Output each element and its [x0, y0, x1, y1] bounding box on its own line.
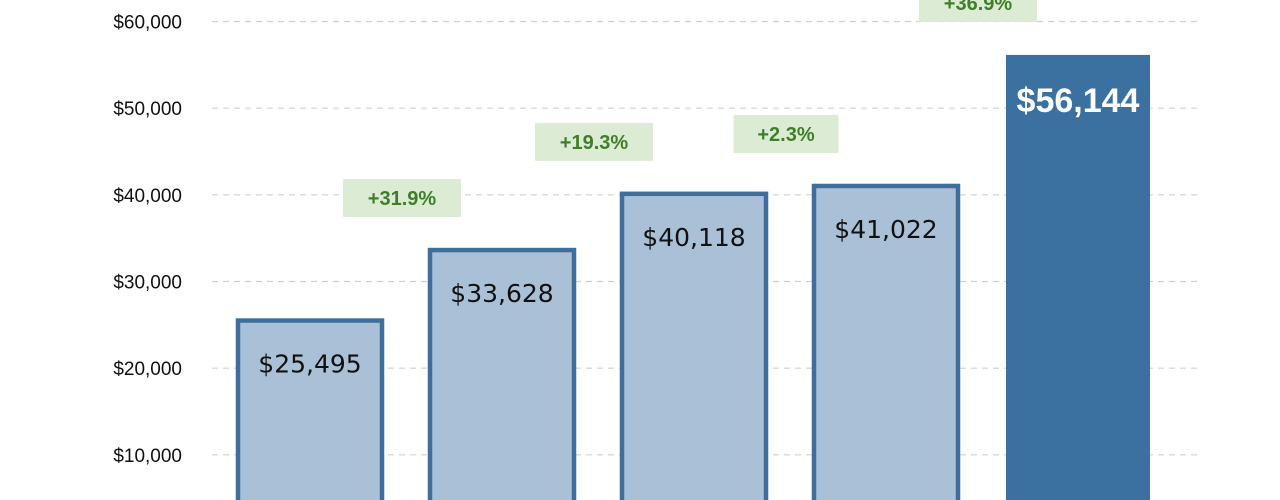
y-axis-tick-labels: $10,000 $20,000 $30,000 $40,000 $50,000 $60,0…: [113, 13, 182, 467]
bar: [427, 247, 577, 500]
y-tick-label: $60,000: [113, 13, 182, 34]
change-badge: +36.9%: [919, 0, 1037, 22]
data-label: $25,495: [258, 350, 361, 379]
y-tick-label: $50,000: [113, 99, 182, 120]
change-badge-bg: [919, 0, 1037, 22]
change-badge: +2.3%: [733, 114, 839, 153]
y-tick-label: $10,000: [113, 446, 182, 467]
change-label: +2.3%: [757, 124, 814, 146]
data-label: $41,022: [834, 215, 937, 244]
change-badge: +31.9%: [343, 179, 461, 218]
change-label: +19.3%: [560, 132, 629, 154]
change-labels: +31.9% +19.3% +2.3% +36.9%: [343, 0, 1037, 218]
bar: [235, 318, 385, 500]
change-badge-bg: [343, 179, 461, 218]
y-tick-label: $40,000: [113, 186, 182, 207]
change-badge: +19.3%: [535, 122, 653, 161]
bar: [811, 183, 961, 500]
bar: [619, 191, 769, 500]
change-label: +36.9%: [944, 0, 1013, 15]
data-label: $33,628: [450, 279, 553, 308]
data-label: $56,144: [1017, 82, 1140, 120]
change-badge-bg: [535, 122, 653, 161]
bars: [235, 54, 1150, 500]
change-badge-bg: [733, 114, 839, 153]
change-label: +31.9%: [368, 188, 437, 210]
data-label: $40,118: [642, 223, 745, 252]
y-tick-label: $20,000: [113, 359, 182, 380]
y-tick-label: $30,000: [113, 273, 182, 294]
value-labels: $25,495 $33,628 $40,118 $41,022 $56,144: [258, 82, 1139, 379]
bar: [1006, 54, 1150, 500]
